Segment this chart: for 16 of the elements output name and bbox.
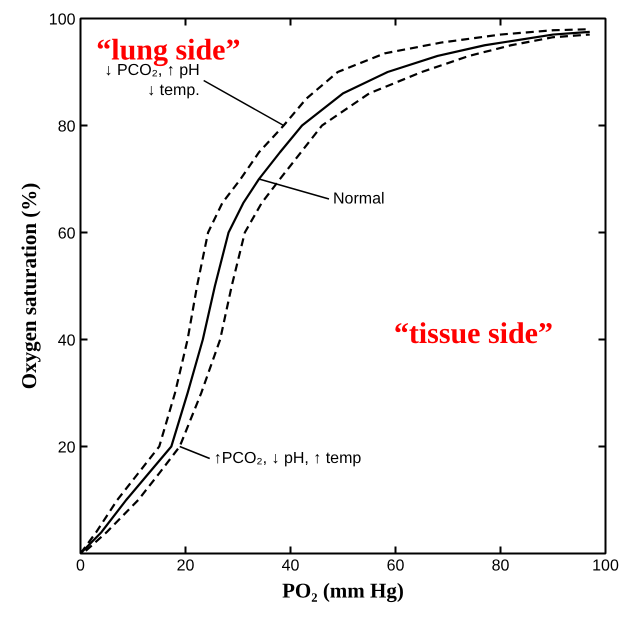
annotation: Normal	[333, 190, 385, 208]
y-tick-label: 80	[58, 118, 76, 136]
x-axis-title: PO₂ (mm Hg)	[282, 578, 404, 602]
x-tick-label: 0	[76, 558, 86, 574]
x-tick-label: 40	[282, 558, 300, 574]
y-tick-label: 20	[58, 440, 76, 456]
x-tick-label: 20	[176, 558, 194, 574]
y-tick-label: 60	[58, 226, 76, 242]
x-tick-label: 100	[592, 558, 619, 574]
y-axis-title: Oxygen saturation (%)	[16, 182, 41, 390]
x-tick-label: 60	[386, 558, 404, 574]
y-tick-label: 100	[48, 12, 76, 28]
annotation: “tissue side”	[394, 317, 554, 350]
annotation: ↑PCO₂, ↓ pH, ↑ temp	[214, 450, 362, 467]
y-tick-label: 40	[58, 332, 76, 350]
x-tick-label: 80	[492, 558, 510, 574]
